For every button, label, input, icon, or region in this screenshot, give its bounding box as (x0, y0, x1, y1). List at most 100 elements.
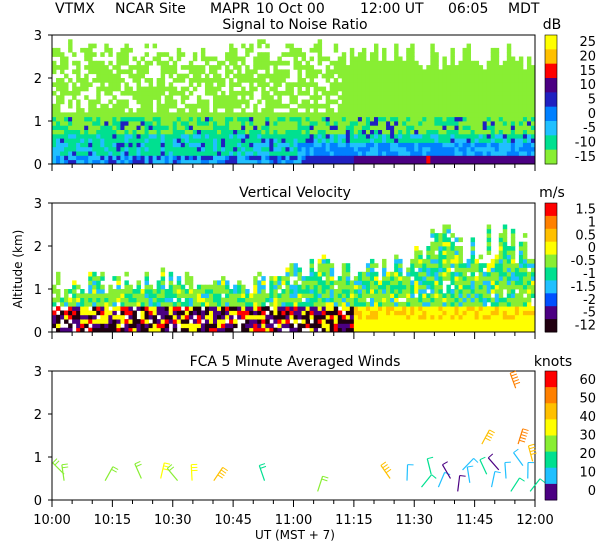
snr-cell (285, 138, 290, 143)
snr-cell (249, 125, 254, 130)
snr-cell (229, 116, 234, 122)
snr-cell (353, 129, 359, 135)
velocity-cell (458, 293, 463, 298)
snr-cell (482, 121, 488, 126)
velocity-cell (345, 293, 351, 298)
snr-cell (502, 151, 508, 156)
velocity-cell (365, 310, 371, 316)
velocity-cell (317, 323, 323, 329)
velocity-cell (422, 293, 427, 298)
snr-cell (394, 95, 399, 100)
velocity-cell (128, 323, 133, 329)
velocity-cell (486, 306, 492, 311)
snr-cell (140, 151, 145, 156)
snr-cell (180, 86, 186, 92)
snr-cell (369, 108, 375, 113)
velocity-cell (466, 306, 471, 311)
velocity-cell (100, 323, 105, 329)
snr-cell (152, 142, 158, 148)
velocity-cell (418, 314, 423, 320)
snr-cell (333, 90, 339, 96)
snr-cell (458, 146, 463, 152)
snr-cell (430, 56, 435, 62)
velocity-cell (160, 323, 166, 329)
snr-cell (285, 52, 290, 57)
snr-cell (277, 82, 282, 87)
velocity-cell (221, 289, 226, 294)
velocity-cell (442, 314, 447, 320)
snr-cell (168, 146, 174, 152)
snr-cell (277, 60, 282, 66)
velocity-cell (329, 289, 335, 294)
velocity-cell (530, 284, 535, 290)
snr-cell (229, 86, 234, 92)
velocity-cell (156, 293, 162, 298)
snr-cell (204, 125, 210, 130)
velocity-cell (204, 310, 210, 316)
snr-cell (200, 146, 206, 152)
velocity-cell (116, 284, 121, 290)
velocity-cell (510, 233, 516, 238)
velocity-cell (333, 314, 339, 320)
wind-barb-feather (168, 466, 175, 472)
snr-cell (64, 151, 69, 156)
velocity-cell (64, 310, 69, 316)
snr-cell (434, 121, 439, 126)
snr-cell (325, 108, 331, 113)
velocity-cell (148, 314, 154, 320)
wind-barb (529, 478, 541, 492)
velocity-cell (156, 327, 162, 332)
velocity-cell (394, 276, 399, 281)
snr-cell (204, 56, 210, 62)
velocity-cell (172, 293, 178, 298)
velocity-cell (506, 280, 512, 286)
snr-cell (217, 78, 222, 83)
snr-cell (289, 95, 294, 100)
snr-cell (466, 159, 471, 164)
snr-cell (188, 129, 194, 135)
velocity-cell (398, 258, 403, 264)
snr-cell (490, 82, 496, 87)
velocity-cell (466, 310, 471, 316)
snr-cell (349, 60, 355, 66)
snr-cell (369, 121, 375, 126)
snr-cell (112, 133, 117, 139)
velocity-cell (422, 289, 427, 294)
snr-cell (394, 125, 399, 130)
snr-cell (518, 99, 524, 105)
snr-cell (486, 146, 492, 152)
snr-cell (156, 121, 162, 126)
velocity-cell (494, 267, 500, 273)
velocity-cell (386, 276, 391, 281)
velocity-cell (430, 327, 435, 332)
velocity-cell (442, 267, 447, 273)
snr-cell (446, 108, 451, 113)
snr-cell (261, 95, 266, 100)
velocity-cell (164, 293, 170, 298)
snr-cell (88, 56, 93, 62)
velocity-cell (394, 284, 399, 290)
velocity-cell (164, 327, 170, 332)
velocity-cell (241, 314, 246, 320)
snr-cell (390, 112, 395, 118)
snr-cell (321, 133, 327, 139)
velocity-cell (478, 280, 484, 286)
snr-cell (394, 133, 399, 139)
snr-cell (422, 95, 427, 100)
velocity-cell (92, 310, 97, 316)
velocity-cell (257, 293, 262, 298)
snr-cell (136, 78, 141, 83)
snr-cell (462, 99, 467, 105)
snr-cell (257, 121, 262, 126)
snr-cell (398, 146, 403, 152)
velocity-cell (293, 284, 298, 290)
snr-cell (374, 129, 379, 135)
snr-cell (213, 146, 218, 152)
snr-cell (309, 125, 315, 130)
velocity-cell (261, 323, 266, 329)
velocity-cell (382, 301, 387, 307)
snr-cell (80, 47, 85, 53)
snr-cell (305, 73, 310, 79)
snr-cell (462, 60, 467, 66)
snr-cell (257, 60, 262, 66)
